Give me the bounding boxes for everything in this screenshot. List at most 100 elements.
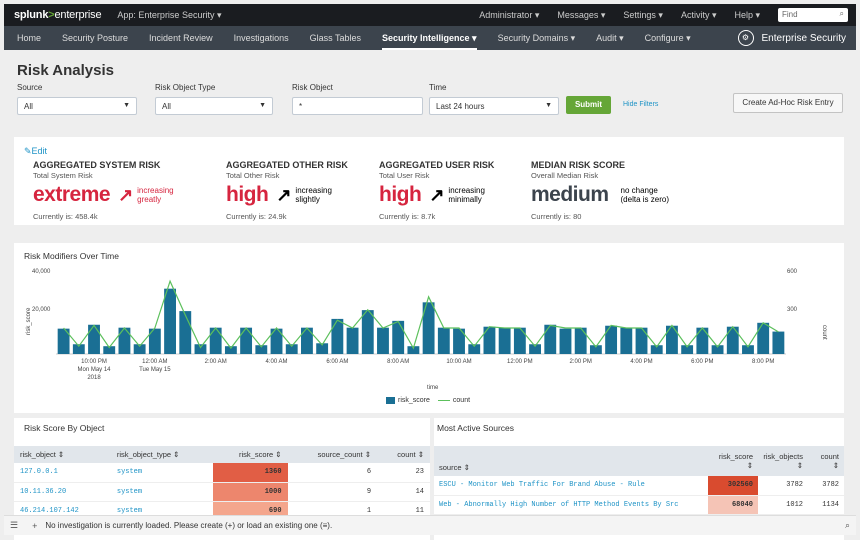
nav-investigations[interactable]: Investigations: [233, 33, 289, 43]
risk-score-bar[interactable]: [589, 345, 602, 354]
risk-score-bar[interactable]: [468, 344, 481, 354]
column-header[interactable]: count ⇕: [377, 446, 430, 463]
risk-score-bar[interactable]: [529, 344, 541, 354]
risk-score-bar[interactable]: [422, 302, 435, 354]
source-cell[interactable]: Web - Abnormally High Number of HTTP Met…: [434, 495, 708, 515]
risk-score-bar[interactable]: [742, 345, 754, 354]
risk-score-bar[interactable]: [605, 325, 618, 354]
risk-score-bar[interactable]: [103, 346, 116, 354]
risk-score-bar[interactable]: [57, 328, 70, 354]
nav-security-domains[interactable]: Security Domains ▾: [497, 33, 576, 43]
hide-filters-link[interactable]: Hide Filters: [623, 101, 659, 108]
activity-menu[interactable]: Activity ▾: [680, 9, 717, 20]
edit-link[interactable]: ✎Edit: [24, 146, 48, 156]
create-adhoc-risk-button[interactable]: Create Ad-Hoc Risk Entry: [733, 93, 843, 113]
risk-score-bar[interactable]: [179, 311, 192, 354]
nav-security-posture[interactable]: Security Posture: [62, 33, 129, 43]
app-menu[interactable]: App: Enterprise Security ▾: [117, 9, 222, 20]
risk-object-type-cell[interactable]: system: [110, 482, 213, 502]
risk-score-bar[interactable]: [346, 327, 359, 354]
risk-score-bar[interactable]: [361, 310, 374, 354]
risk-score-bar[interactable]: [316, 343, 329, 354]
risk-score-bar[interactable]: [559, 328, 572, 354]
count-line[interactable]: [63, 279, 779, 350]
nav-home[interactable]: Home: [17, 33, 42, 43]
risk-score-bar[interactable]: [88, 324, 100, 354]
kpi-user-risk: AGGREGATED USER RISK Total User Risk hig…: [379, 160, 569, 221]
risk-score-bar[interactable]: [194, 344, 207, 354]
risk-object-input[interactable]: *: [292, 97, 423, 115]
column-header[interactable]: count ⇕: [808, 446, 844, 476]
nav-audit[interactable]: Audit ▾: [596, 33, 624, 43]
risk-score-bar[interactable]: [696, 327, 709, 354]
risk-score-bar[interactable]: [498, 327, 511, 354]
risk-score-bar[interactable]: [666, 325, 678, 354]
risk-score-bar[interactable]: [118, 327, 131, 354]
risk-score-bar[interactable]: [437, 327, 450, 354]
nav-incident-review[interactable]: Incident Review: [149, 33, 213, 43]
nav-glass-tables[interactable]: Glass Tables: [309, 33, 361, 43]
risk-score-bar[interactable]: [726, 326, 739, 354]
risk-score-bar[interactable]: [483, 326, 496, 354]
column-header[interactable]: risk_score ⇕: [708, 446, 758, 476]
legend-label-risk-score: risk_score: [398, 397, 430, 404]
risk-score-bar[interactable]: [270, 328, 283, 354]
table-row[interactable]: 127.0.0.1 system 1360 6 23: [14, 463, 430, 483]
table-row[interactable]: Web - Abnormally High Number of HTTP Met…: [434, 495, 844, 515]
column-header[interactable]: risk_score ⇕: [212, 446, 288, 463]
risk-score-bar[interactable]: [285, 344, 298, 354]
zoom-icon[interactable]: ⌕: [844, 520, 850, 530]
messages-menu[interactable]: Messages ▾: [557, 9, 606, 20]
risk-score-bar[interactable]: [164, 288, 176, 354]
help-menu[interactable]: Help ▾: [734, 9, 760, 20]
time-range-picker[interactable]: Last 24 hours ▼: [429, 97, 559, 115]
column-header[interactable]: risk_object ⇕: [14, 446, 111, 463]
risk-score-bar[interactable]: [544, 324, 557, 354]
risk-score-bar[interactable]: [650, 345, 663, 354]
risk-object-type-cell[interactable]: system: [110, 463, 213, 483]
table-row[interactable]: 10.11.36.20 system 1000 9 14: [14, 482, 430, 502]
risk-score-bar[interactable]: [301, 327, 313, 354]
risk-score-bar[interactable]: [757, 322, 770, 354]
risk-score-bar[interactable]: [407, 346, 420, 354]
source-cell[interactable]: ESCU - Monitor Web Traffic For Brand Abu…: [434, 476, 708, 496]
nav-security-intelligence[interactable]: Security Intelligence ▾: [382, 26, 477, 50]
column-header[interactable]: risk_object_type ⇕: [110, 446, 213, 463]
table-row[interactable]: ESCU - Monitor Web Traffic For Brand Abu…: [434, 476, 844, 496]
risk-score-bar[interactable]: [331, 318, 344, 354]
risk-score-bar[interactable]: [392, 320, 405, 354]
source-filter-select[interactable]: All ▼: [17, 97, 137, 115]
risk-score-bar[interactable]: [453, 328, 465, 354]
settings-menu[interactable]: Settings ▾: [623, 9, 663, 20]
risk-score-bar[interactable]: [255, 345, 268, 354]
risk-score-bar[interactable]: [681, 345, 694, 354]
object-type-filter-select[interactable]: All ▼: [155, 97, 273, 115]
find-input[interactable]: Find ⌕: [778, 8, 848, 22]
risk-score-bar[interactable]: [240, 327, 253, 354]
column-header[interactable]: source_count ⇕: [287, 446, 378, 463]
risk-score-bar[interactable]: [574, 327, 587, 354]
risk-score-bar[interactable]: [224, 346, 237, 354]
risk-score-bar[interactable]: [133, 344, 146, 354]
column-header[interactable]: risk_objects ⇕: [758, 446, 808, 476]
chevron-down-icon: ▼: [259, 102, 266, 109]
risk-object-cell[interactable]: 10.11.36.20: [14, 482, 111, 502]
search-icon[interactable]: ⌕: [839, 9, 844, 18]
plus-icon[interactable]: +: [32, 520, 38, 531]
risk-object-cell[interactable]: 127.0.0.1: [14, 463, 111, 483]
risk-score-bar[interactable]: [72, 344, 85, 354]
nav-configure[interactable]: Configure ▾: [644, 33, 691, 43]
risk-score-bar[interactable]: [635, 327, 648, 354]
splunk-logo[interactable]: splunk>enterprise: [14, 9, 102, 21]
risk-score-bar[interactable]: [148, 328, 161, 354]
risk-score-bar[interactable]: [711, 345, 724, 354]
risk-score-bar[interactable]: [772, 331, 785, 354]
risk-score-bar[interactable]: [620, 327, 633, 354]
risk-score-bar[interactable]: [513, 327, 526, 354]
submit-button[interactable]: Submit: [566, 96, 611, 114]
risk-score-bar[interactable]: [377, 327, 389, 354]
risk-score-bar[interactable]: [209, 327, 222, 354]
administrator-menu[interactable]: Administrator ▾: [479, 9, 540, 20]
menu-icon[interactable]: ☰: [10, 520, 19, 530]
column-header[interactable]: source ⇕: [434, 446, 708, 476]
